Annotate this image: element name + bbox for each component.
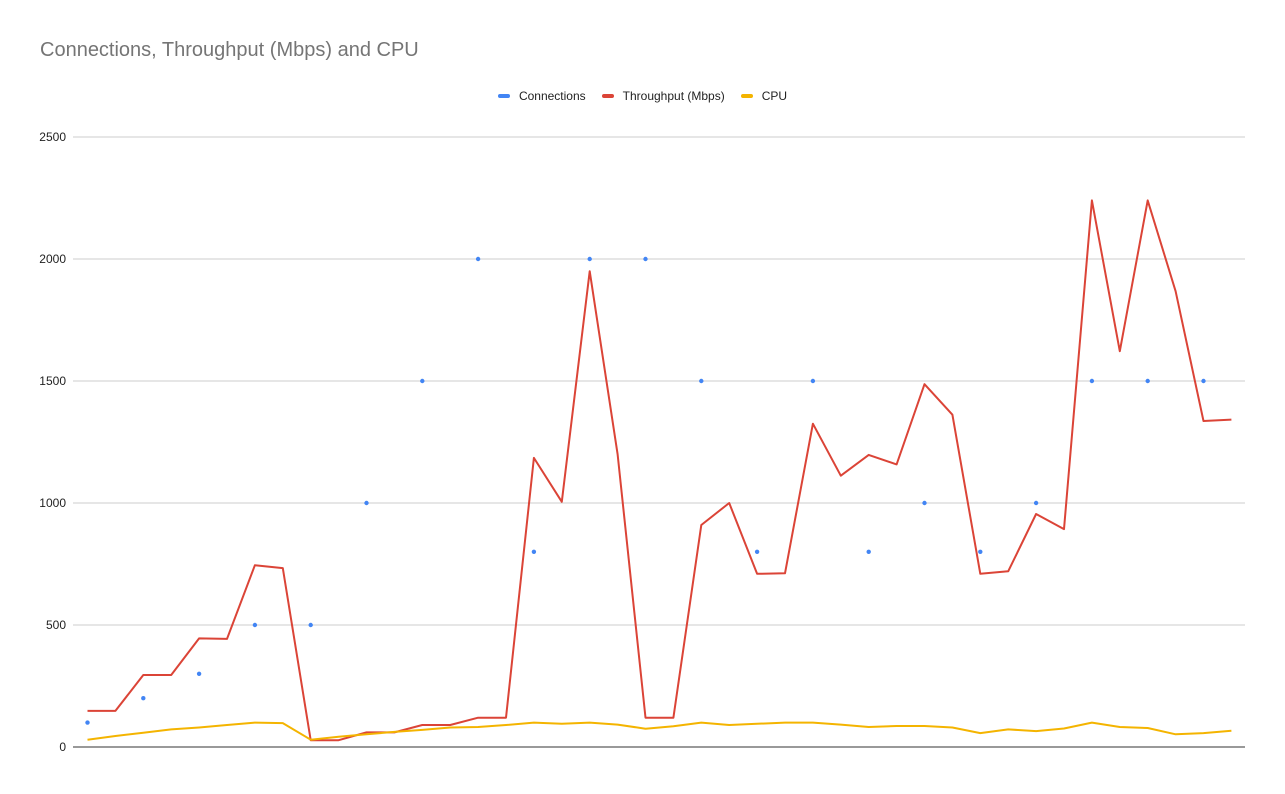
legend-swatch-throughput bbox=[601, 94, 614, 98]
data-point-connections bbox=[475, 256, 481, 262]
data-point-connections bbox=[308, 622, 313, 628]
series-line-throughput-mbps bbox=[87, 199, 1232, 742]
legend-label-cpu: CPU bbox=[761, 89, 788, 103]
y-tick-label: 2000 bbox=[39, 252, 66, 266]
data-point-connections bbox=[531, 549, 537, 554]
legend-swatch-connections bbox=[497, 94, 510, 98]
legend-swatch-cpu bbox=[740, 94, 753, 98]
legend-label-connections: Connections bbox=[518, 89, 586, 103]
data-point-connections bbox=[1201, 378, 1206, 384]
y-tick-label: 1500 bbox=[39, 374, 66, 388]
data-point-connections bbox=[141, 696, 146, 701]
data-point-connections bbox=[866, 549, 871, 554]
data-point-connections bbox=[252, 622, 258, 628]
data-point-connections bbox=[810, 378, 816, 384]
data-point-connections bbox=[364, 500, 369, 506]
y-tick-label: 1000 bbox=[39, 496, 66, 510]
data-point-connections bbox=[420, 378, 425, 384]
data-point-connections bbox=[643, 256, 648, 262]
y-tick-label: 0 bbox=[59, 740, 66, 754]
legend-label-throughput: Throughput (Mbps) bbox=[622, 89, 725, 103]
legend-item-throughput[interactable]: Throughput (Mbps) bbox=[601, 89, 725, 103]
legend-item-connections[interactable]: Connections bbox=[497, 89, 586, 103]
data-point-connections bbox=[922, 500, 927, 506]
data-point-connections bbox=[1145, 378, 1150, 384]
legend: Connections Throughput (Mbps) CPU bbox=[0, 89, 1285, 103]
y-tick-label: 2500 bbox=[39, 130, 66, 144]
data-point-connections bbox=[587, 256, 592, 262]
data-point-connections bbox=[978, 549, 983, 554]
y-tick-label: 500 bbox=[46, 618, 66, 632]
data-point-connections bbox=[754, 549, 760, 554]
data-point-connections bbox=[85, 720, 90, 725]
data-point-connections bbox=[1089, 378, 1095, 384]
data-point-connections bbox=[196, 671, 202, 676]
chart-title: Connections, Throughput (Mbps) and CPU bbox=[40, 39, 419, 61]
data-point-connections bbox=[699, 378, 704, 384]
series-line-cpu bbox=[87, 721, 1232, 741]
data-point-connections bbox=[1033, 500, 1039, 506]
legend-item-cpu[interactable]: CPU bbox=[740, 89, 788, 103]
